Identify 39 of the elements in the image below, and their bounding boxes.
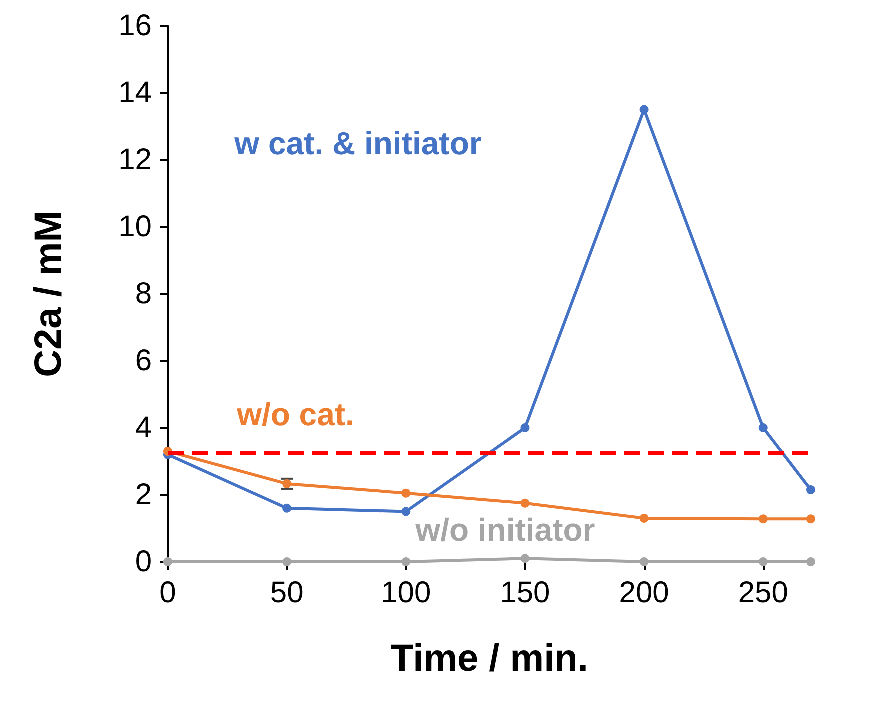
- series-label: w/o initiator: [414, 512, 596, 548]
- point: [640, 514, 649, 523]
- y-tick-label: 8: [135, 278, 152, 310]
- x-axis-title: Time / min.: [390, 638, 588, 680]
- x-tick-label: 250: [738, 576, 788, 610]
- point: [520, 424, 530, 432]
- point: [402, 558, 411, 566]
- point: [402, 488, 411, 498]
- x-tick-label: 0: [160, 576, 176, 610]
- point: [282, 479, 292, 488]
- point: [402, 507, 411, 516]
- y-axis-title: C2a / mM: [28, 210, 70, 378]
- y-tick-label: 0: [135, 546, 152, 578]
- point: [520, 554, 530, 564]
- y-tick-label: 6: [135, 344, 152, 378]
- y-tick-label: 4: [135, 412, 152, 444]
- y-tick-label: 10: [118, 210, 152, 244]
- point: [282, 504, 292, 513]
- point: [806, 514, 816, 524]
- y-tick-label: 14: [118, 76, 152, 110]
- x-tick-label: 150: [500, 576, 550, 610]
- y-tick-label: 2: [135, 478, 152, 512]
- point: [164, 558, 172, 566]
- y-tick-label: 16: [118, 10, 152, 42]
- point: [806, 485, 816, 494]
- x-tick-label: 50: [270, 576, 304, 610]
- x-tick-label: 200: [619, 576, 670, 610]
- series-label: w/o cat.: [236, 396, 354, 433]
- point: [758, 424, 768, 432]
- point: [640, 558, 649, 566]
- x-tick-label: 100: [381, 576, 432, 610]
- point: [806, 558, 816, 566]
- text: w cat. & initiator: [234, 125, 482, 162]
- point: [282, 558, 292, 566]
- point: [758, 558, 768, 566]
- y-tick-label: 12: [118, 144, 152, 176]
- point: [520, 498, 530, 508]
- point: [640, 105, 649, 114]
- point: [758, 514, 768, 524]
